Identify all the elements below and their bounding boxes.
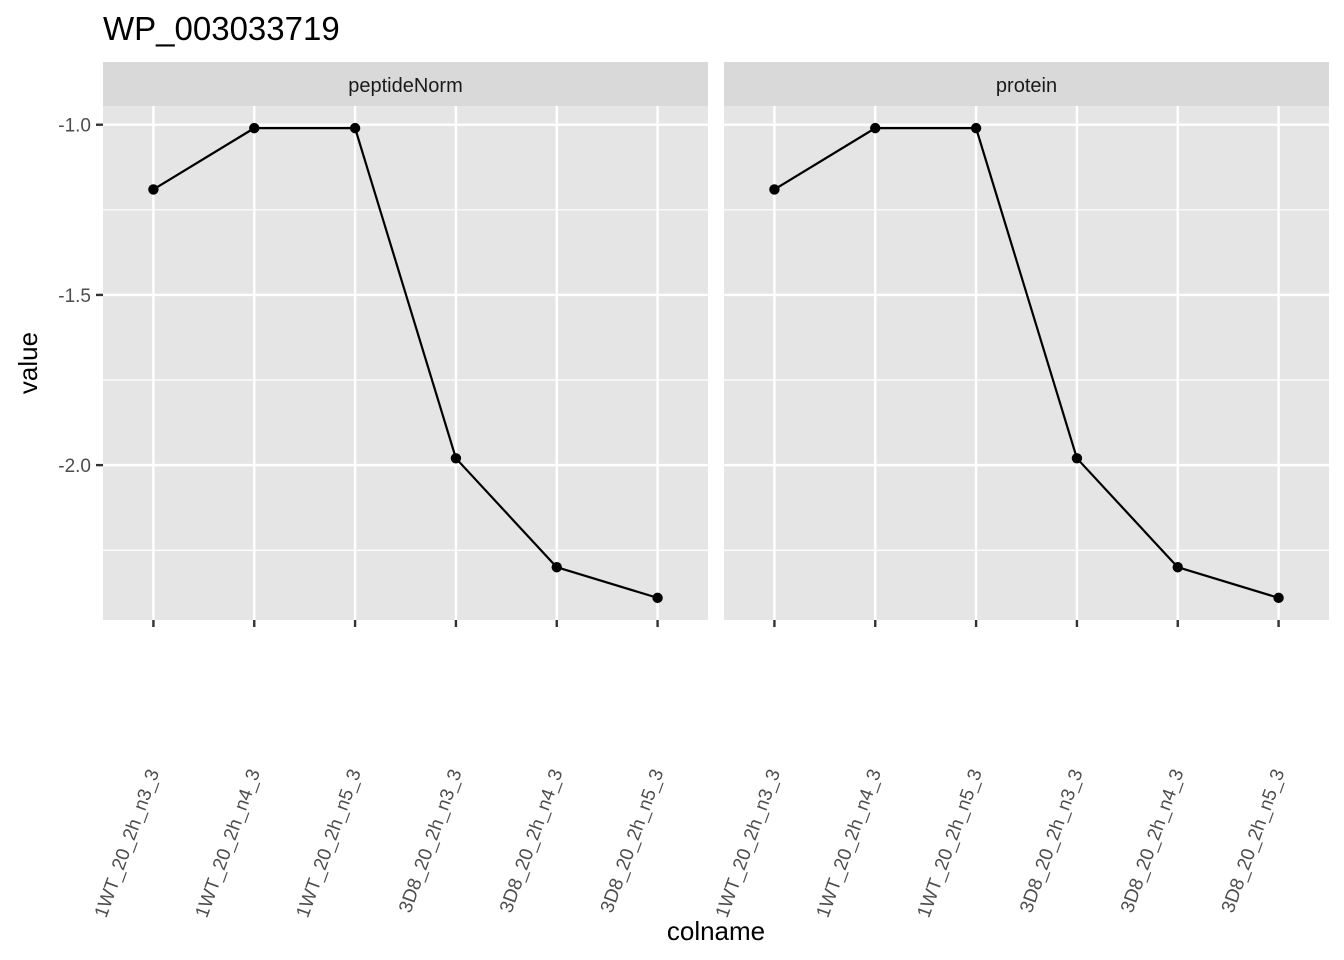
- x-tick-label: 1WT_20_2h_n4_3: [813, 767, 886, 921]
- x-tick-label: 3D8_20_2h_n4_3: [1117, 767, 1188, 916]
- data-point-protein: [1172, 562, 1183, 573]
- x-axis-title: colname: [667, 916, 765, 946]
- x-tick-label: 1WT_20_2h_n4_3: [192, 767, 265, 921]
- data-point-peptideNorm: [148, 184, 159, 195]
- data-point-peptideNorm: [652, 592, 663, 604]
- x-tick-label: 1WT_20_2h_n3_3: [712, 767, 785, 921]
- y-tick-label: -2.0: [58, 456, 91, 477]
- x-tick-label: 3D8_20_2h_n3_3: [395, 767, 466, 916]
- data-point-peptideNorm: [450, 453, 462, 464]
- data-point-protein: [1273, 592, 1284, 604]
- data-point-protein: [1071, 453, 1083, 464]
- data-point-protein: [870, 122, 881, 134]
- chart-title: WP_003033719: [103, 10, 340, 47]
- x-tick-label: 3D8_20_2h_n3_3: [1016, 767, 1087, 916]
- x-tick-label: 3D8_20_2h_n4_3: [496, 767, 567, 916]
- facet-strip: [724, 62, 1329, 106]
- x-tick-label: 1WT_20_2h_n3_3: [91, 767, 164, 921]
- facet-label: peptideNorm: [348, 75, 463, 97]
- data-point-protein: [970, 122, 982, 134]
- series-line-peptideNorm: [152, 127, 658, 599]
- data-point-peptideNorm: [551, 562, 562, 573]
- facet-strip: [103, 62, 708, 106]
- y-tick-label: -1.0: [58, 116, 91, 137]
- panel-background: [724, 106, 1329, 620]
- data-point-peptideNorm: [249, 122, 260, 134]
- x-tick-label: 1WT_20_2h_n5_3: [293, 767, 366, 921]
- series-line-protein: [773, 127, 1279, 599]
- panel-background: [103, 106, 708, 620]
- x-tick-label: 1WT_20_2h_n5_3: [914, 767, 987, 921]
- facet-label: protein: [996, 75, 1057, 97]
- y-tick-label: -1.5: [58, 286, 91, 307]
- x-tick-label: 3D8_20_2h_n5_3: [1218, 767, 1289, 916]
- data-point-protein: [769, 184, 780, 195]
- x-tick-label: 3D8_20_2h_n5_3: [597, 767, 668, 916]
- y-axis-title: value: [13, 332, 43, 394]
- data-point-peptideNorm: [349, 122, 361, 134]
